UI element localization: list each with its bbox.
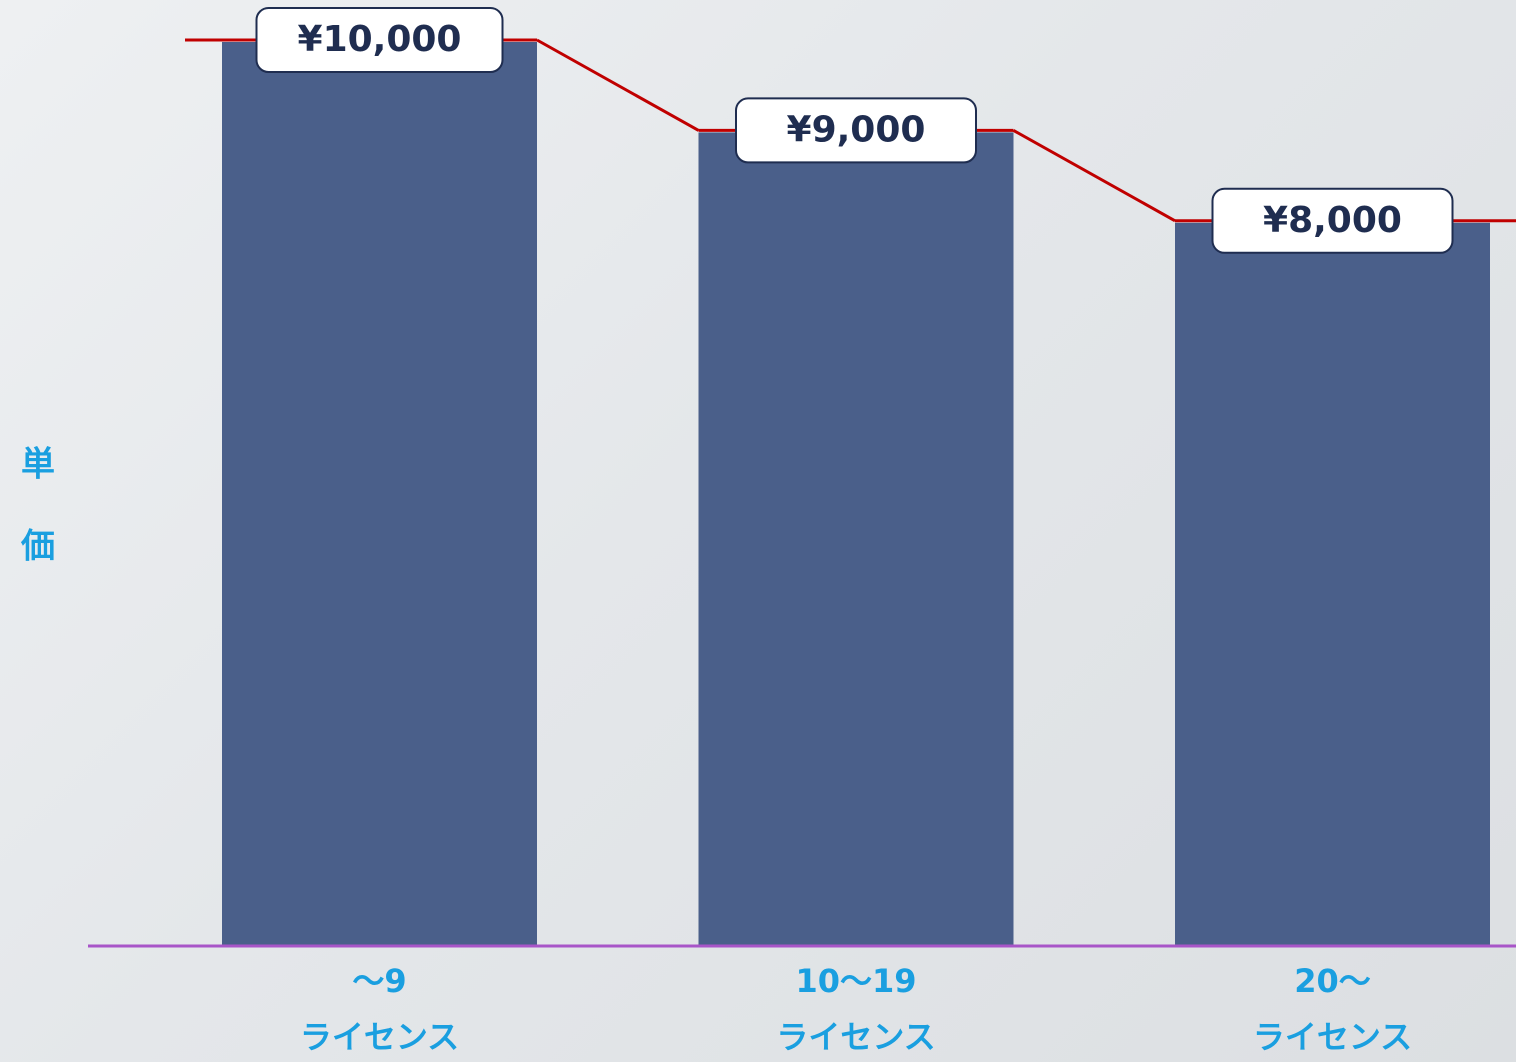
x-tick-label: ライセンス (1253, 1018, 1412, 1056)
price-line-connector (1014, 130, 1176, 220)
page: {"chart_data": {"type": "bar", "y_label"… (0, 0, 1516, 1062)
value-label: ¥9,000 (787, 109, 926, 150)
x-tick-label: 10～19 (795, 962, 916, 1000)
value-label: ¥8,000 (1263, 200, 1402, 241)
chart: 単価 ¥10,000 ¥9,000 ¥8,000 ～9 ライセンス 10～19 ライセンス 20… (0, 0, 1516, 1062)
price-line-connector (537, 40, 699, 130)
x-tick-label: ～9 (352, 962, 406, 1000)
x-tick-label: ライセンス (300, 1018, 459, 1056)
bar (222, 42, 537, 946)
value-label: ¥10,000 (298, 19, 462, 60)
x-tick-label: ライセンス (776, 1018, 935, 1056)
x-tick-label: 20～ (1294, 962, 1371, 1000)
bar (1175, 223, 1490, 946)
y-axis-label: 価 (20, 527, 55, 567)
y-axis-label: 単 (21, 445, 55, 485)
bar (699, 132, 1014, 946)
